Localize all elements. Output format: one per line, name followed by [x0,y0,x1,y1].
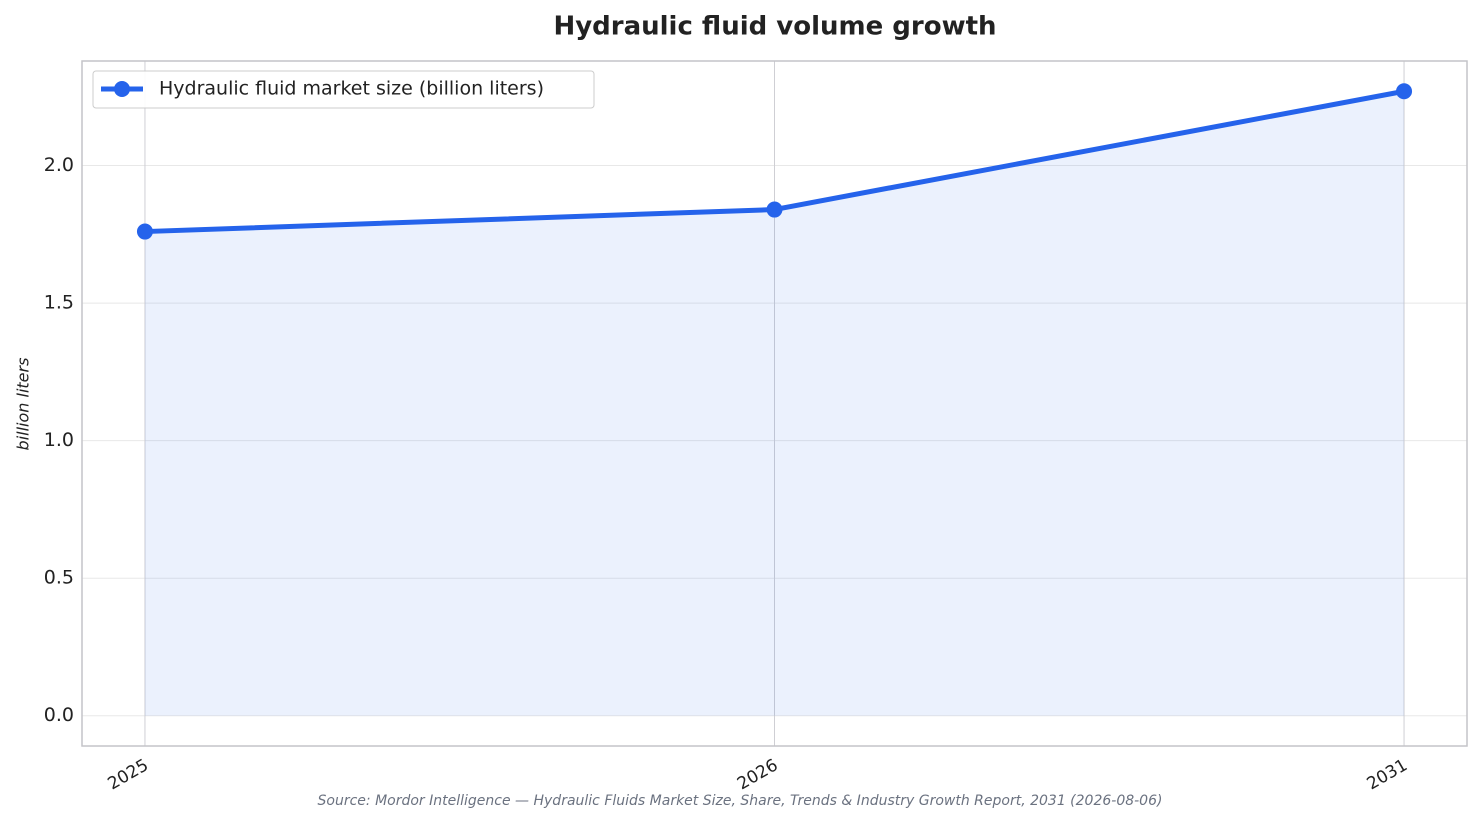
point [766,201,783,218]
area [144,91,1405,716]
source-note: Source: Mordor Intelligence — Hydraulic … [318,793,1163,809]
y-tick-label: 0.5 [44,567,74,589]
y-axis-label: billion liters [14,358,33,451]
plot-frame [81,60,1468,747]
legend-box [92,70,595,109]
y-tick-label: 1.5 [44,292,74,314]
point [136,223,153,240]
chart-title: Hydraulic fluid volume growth [553,12,996,42]
y-tick-label: 2.0 [44,154,74,176]
legend-label: Hydraulic fluid market size (billion lit… [159,78,544,100]
y-tick-label: 1.0 [44,429,74,451]
point [1396,83,1413,100]
y-tick-label: 0.0 [44,704,74,726]
legend-marker [114,81,130,97]
